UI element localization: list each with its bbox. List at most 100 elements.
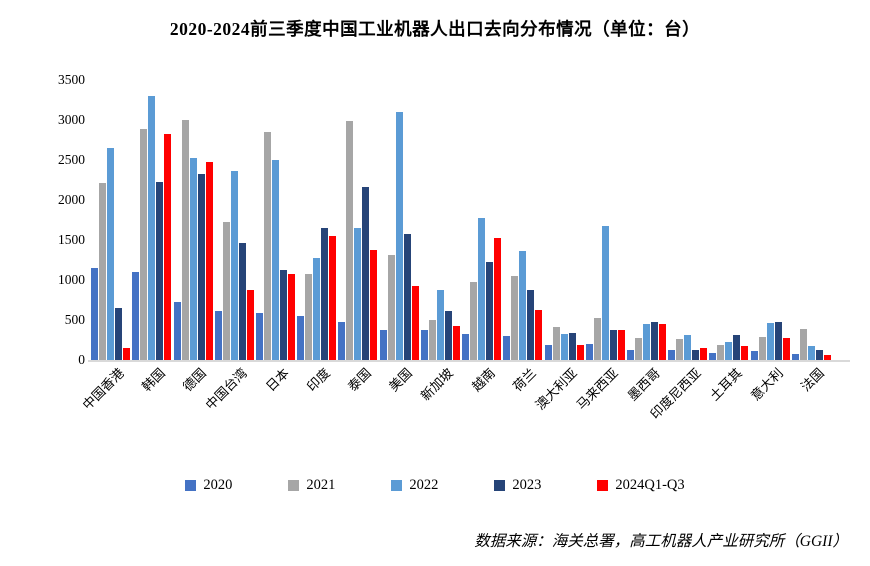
- bar-2024Q1-Q3: [823, 355, 831, 360]
- bar-group: [90, 80, 131, 360]
- bar-2021: [428, 320, 436, 360]
- y-tick-label: 2000: [58, 192, 85, 207]
- legend-label: 2023: [512, 477, 542, 493]
- bar-2020: [132, 272, 140, 360]
- bar-group: [750, 80, 791, 360]
- legend-swatch-icon: [185, 480, 197, 491]
- bar-2024Q1-Q3: [452, 326, 460, 360]
- bar-2022: [807, 346, 815, 360]
- bar-2024Q1-Q3: [741, 346, 749, 360]
- legend-label: 2021: [306, 477, 336, 493]
- bar-2022: [642, 324, 650, 360]
- y-tick-label: 1000: [58, 272, 85, 287]
- bar-2020: [626, 350, 634, 360]
- bar-group: [255, 80, 296, 360]
- bar-2023: [403, 234, 411, 360]
- legend-item: 2021: [288, 477, 335, 494]
- bar-2024Q1-Q3: [658, 324, 666, 360]
- bar-2023: [362, 187, 370, 360]
- bar-group: [214, 80, 255, 360]
- bar-2020: [420, 330, 428, 360]
- bar-2022: [684, 335, 692, 360]
- bar-2022: [725, 342, 733, 360]
- bar-2020: [91, 268, 99, 360]
- bar-2021: [387, 255, 395, 360]
- bar-2020: [214, 311, 222, 360]
- bar-2022: [313, 258, 321, 360]
- bar-2021: [634, 338, 642, 360]
- y-tick-label: 3000: [58, 112, 85, 127]
- bar-2023: [527, 290, 535, 360]
- bar-group: [585, 80, 626, 360]
- bar-group: [461, 80, 502, 360]
- bar-2022: [107, 148, 115, 360]
- legend-swatch-icon: [494, 480, 506, 491]
- bar-2021: [593, 318, 601, 360]
- bar-2021: [676, 339, 684, 360]
- bar-2022: [395, 112, 403, 360]
- source-note: 数据来源：海关总署，高工机器人产业研究所（GGII）: [474, 533, 848, 550]
- bar-2020: [750, 351, 758, 360]
- bar-2022: [354, 228, 362, 360]
- bar-2020: [379, 330, 387, 360]
- x-axis-label: 中国香港: [79, 365, 127, 413]
- bar-2023: [444, 311, 452, 360]
- bar-2020: [338, 322, 346, 360]
- bar-2024Q1-Q3: [617, 330, 625, 360]
- bar-2023: [815, 350, 823, 360]
- bar-2021: [511, 276, 519, 360]
- bar-2021: [263, 132, 271, 360]
- bar-group: [131, 80, 172, 360]
- x-axis-label: 德国: [179, 365, 209, 395]
- bar-2020: [544, 345, 552, 360]
- bar-2024Q1-Q3: [370, 250, 378, 360]
- bar-2023: [156, 182, 164, 360]
- bar-2022: [519, 251, 527, 360]
- bar-2021: [346, 121, 354, 360]
- bar-group: [626, 80, 667, 360]
- legend-item: 2020: [185, 477, 232, 494]
- y-tick-label: 0: [78, 352, 85, 367]
- bar-2024Q1-Q3: [164, 134, 172, 360]
- bar-2022: [436, 290, 444, 360]
- bar-2020: [585, 344, 593, 360]
- bar-2020: [462, 334, 470, 360]
- bar-group: [791, 80, 832, 360]
- bar-2024Q1-Q3: [576, 345, 584, 360]
- bar-group: [379, 80, 420, 360]
- bar-2020: [709, 353, 717, 360]
- legend-swatch-icon: [288, 480, 300, 491]
- bar-2022: [560, 334, 568, 360]
- bar-group: [172, 80, 213, 360]
- bar-2023: [115, 308, 123, 360]
- bar-2020: [255, 313, 263, 360]
- bar-2020: [503, 336, 511, 360]
- y-tick-label: 3500: [58, 72, 85, 87]
- chart-title: 2020-2024前三季度中国工业机器人出口去向分布情况（单位：台）: [169, 19, 701, 39]
- bar-2023: [609, 330, 617, 360]
- bar-group: [337, 80, 378, 360]
- bar-group: [296, 80, 337, 360]
- bar-2021: [305, 274, 313, 360]
- x-axis-label: 澳大利亚: [532, 365, 580, 413]
- x-axis-label: 荷兰: [509, 365, 539, 395]
- bar-2021: [222, 222, 230, 360]
- bar-2020: [297, 316, 305, 360]
- legend-item: 2022: [391, 477, 438, 494]
- x-axis-label: 印度: [303, 365, 333, 395]
- bar-2021: [799, 329, 807, 360]
- bar-2023: [650, 322, 658, 360]
- bar-2021: [552, 327, 560, 360]
- bar-2021: [758, 337, 766, 360]
- bar-2024Q1-Q3: [411, 286, 419, 360]
- bar-2023: [321, 228, 329, 360]
- bar-2021: [717, 345, 725, 360]
- bar-2023: [486, 262, 494, 360]
- bar-2020: [791, 354, 799, 360]
- y-tick-label: 2500: [58, 152, 85, 167]
- legend-label: 2020: [203, 477, 233, 493]
- bar-2024Q1-Q3: [494, 238, 502, 360]
- legend-label: 2024Q1-Q3: [615, 477, 685, 493]
- bar-2023: [197, 174, 205, 360]
